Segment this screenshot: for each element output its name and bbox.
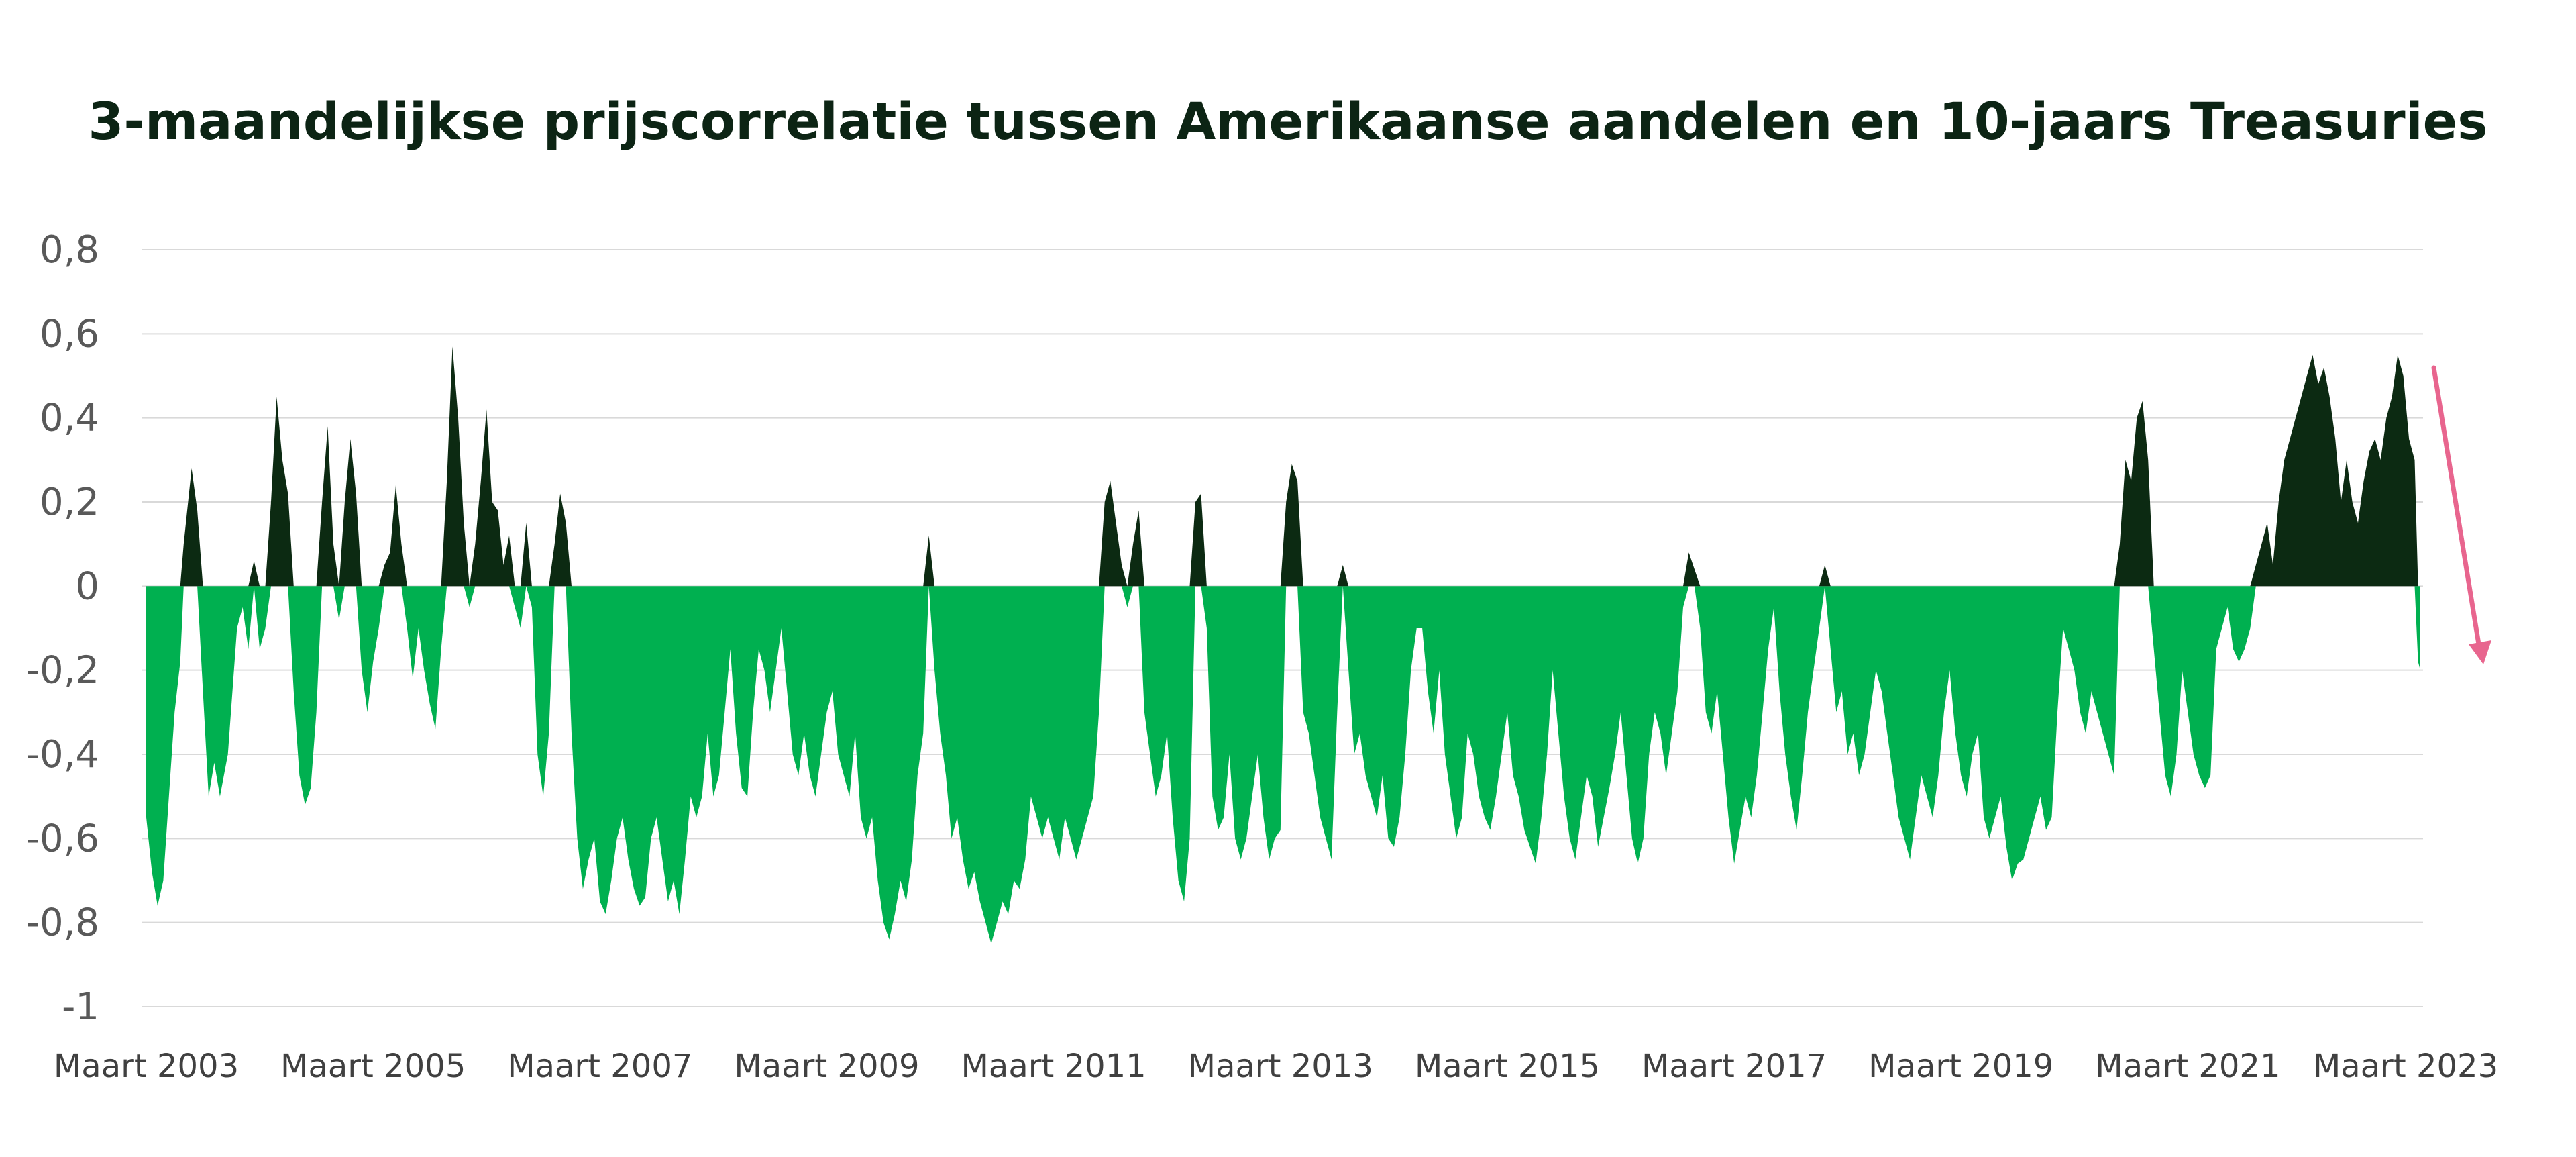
x-tick-label: Maart 2023: [2313, 1048, 2498, 1085]
x-tick-label: Maart 2017: [1642, 1048, 1827, 1085]
trend-arrow-shaft: [2431, 365, 2483, 655]
y-tick-label: 0,8: [40, 228, 99, 272]
y-tick-label: -0,8: [26, 901, 99, 945]
x-axis-ticks: Maart 2003 Maart 2005 Maart 2007 Maart 2009…: [54, 1048, 2498, 1085]
y-tick-label: -0,6: [26, 817, 99, 860]
x-tick-label: Maart 2013: [1188, 1048, 1373, 1085]
x-tick-label: Maart 2009: [734, 1048, 919, 1085]
chart-title: 3-maandelijkse prijscorrelatie tussen Am…: [88, 91, 2488, 151]
positive-correlation-area: [146, 346, 2420, 587]
y-tick-label: -0,4: [26, 733, 99, 776]
x-tick-label: Maart 2005: [280, 1048, 466, 1085]
y-tick-label: 0,4: [40, 397, 99, 440]
y-tick-label: -0,2: [26, 649, 99, 693]
x-tick-label: Maart 2015: [1415, 1048, 1600, 1085]
x-tick-label: Maart 2019: [1868, 1048, 2053, 1085]
x-tick-label: Maart 2011: [961, 1048, 1146, 1085]
x-tick-label: Maart 2007: [507, 1048, 692, 1085]
y-tick-label: 0: [75, 564, 99, 608]
x-tick-label: Maart 2021: [2095, 1048, 2280, 1085]
trend-arrow: [2431, 365, 2491, 664]
y-tick-label: 0,2: [40, 481, 99, 524]
correlation-area: [146, 346, 2420, 944]
y-tick-label: -1: [62, 985, 99, 1029]
x-tick-label: Maart 2003: [54, 1048, 239, 1085]
y-axis-ticks: 0,8 0,6 0,4 0,2 0 -0,2 -0,4 -0,6 -0,8 -1: [26, 228, 99, 1029]
trend-arrow-head: [2469, 640, 2491, 664]
negative-correlation-area: [146, 586, 2420, 944]
y-tick-label: 0,6: [40, 312, 99, 356]
